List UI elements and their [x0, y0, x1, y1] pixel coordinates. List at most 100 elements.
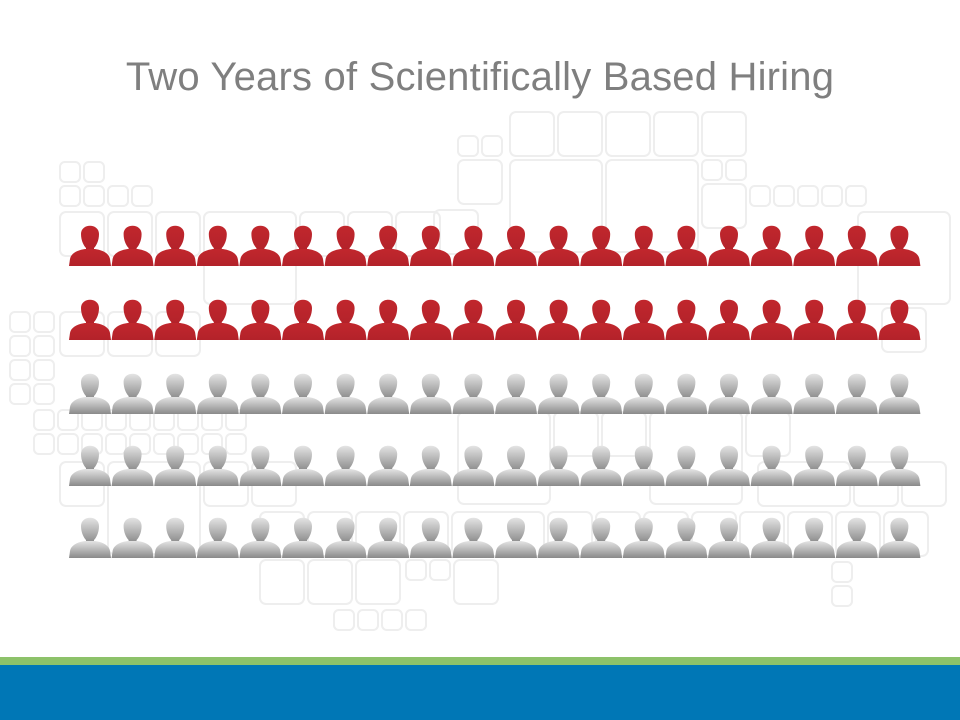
background-tile: [9, 383, 31, 405]
person-icon-gray: [324, 517, 367, 558]
person-icon-gray: [622, 445, 665, 486]
background-tile: [9, 335, 31, 357]
background-tile: [33, 359, 55, 381]
background-tile: [605, 111, 651, 157]
person-icon-gray: [835, 445, 878, 486]
person-icon-gray: [452, 373, 495, 414]
person-icon-red: [537, 299, 580, 340]
person-icon-red: [69, 299, 111, 340]
person-icon-gray: [409, 517, 452, 558]
background-tile: [457, 135, 479, 157]
person-icon-gray: [835, 373, 878, 414]
person-icon-gray: [154, 373, 197, 414]
person-icon-gray: [665, 445, 708, 486]
person-icon-gray: [282, 373, 324, 414]
person-icon-gray: [708, 373, 750, 414]
person-icon-gray: [409, 373, 452, 414]
background-tile: [225, 433, 247, 455]
person-icon-gray: [495, 517, 537, 558]
person-icon-red: [580, 299, 623, 340]
background-tile: [381, 609, 403, 631]
person-icon-red: [835, 299, 878, 340]
person-icon-gray: [580, 373, 623, 414]
person-icon-gray: [580, 445, 623, 486]
person-icon-red: [750, 225, 793, 266]
person-icon-gray: [196, 373, 239, 414]
background-tile: [33, 311, 55, 333]
person-icon-gray: [282, 517, 324, 558]
person-icon-gray: [324, 445, 367, 486]
person-icon-red: [196, 299, 239, 340]
person-icon-gray: [793, 517, 836, 558]
background-tile: [57, 433, 79, 455]
background-tile: [33, 335, 55, 357]
person-icon-gray: [239, 445, 282, 486]
person-icon-gray: [367, 517, 410, 558]
person-icon-gray: [750, 445, 793, 486]
background-tile: [453, 559, 499, 605]
background-tile: [357, 609, 379, 631]
person-icon-red: [665, 225, 708, 266]
footer-green-stripe: [0, 657, 960, 665]
person-icon-gray: [154, 445, 197, 486]
person-icon-gray: [708, 445, 750, 486]
person-icon-gray: [111, 517, 154, 558]
background-tile: [9, 311, 31, 333]
person-icon-red: [622, 225, 665, 266]
background-tile: [749, 185, 771, 207]
person-icon-red: [708, 225, 750, 266]
background-tile: [57, 409, 79, 431]
person-icon-red: [409, 225, 452, 266]
background-tile: [107, 185, 129, 207]
person-icon-gray: [495, 373, 537, 414]
person-icon-red: [154, 299, 197, 340]
person-icon-gray: [622, 517, 665, 558]
background-tile: [59, 185, 81, 207]
person-icon-gray: [111, 445, 154, 486]
person-icon-red: [282, 225, 324, 266]
background-tile: [355, 559, 401, 605]
person-icon-gray: [452, 517, 495, 558]
background-tile: [653, 111, 699, 157]
person-icon-gray: [580, 517, 623, 558]
background-tile: [307, 559, 353, 605]
person-icon-gray: [665, 373, 708, 414]
background-tile: [831, 585, 853, 607]
background-tile: [429, 559, 451, 581]
person-icon-gray: [750, 373, 793, 414]
person-icon-gray: [452, 445, 495, 486]
background-tile: [333, 609, 355, 631]
background-tile: [33, 409, 55, 431]
background-tile: [405, 609, 427, 631]
background-tile: [59, 161, 81, 183]
person-icon-red: [835, 225, 878, 266]
person-icon-gray: [367, 445, 410, 486]
person-icon-red: [750, 299, 793, 340]
person-icon-red: [367, 225, 410, 266]
background-tile: [107, 461, 201, 555]
person-icon-red: [878, 225, 921, 266]
person-icon-gray: [196, 517, 239, 558]
person-icon-gray: [69, 517, 111, 558]
person-icon-gray: [537, 445, 580, 486]
person-icon-red: [537, 225, 580, 266]
background-tile: [153, 433, 175, 455]
person-icon-red: [154, 225, 197, 266]
person-icon-gray: [793, 445, 836, 486]
person-icon-gray: [793, 373, 836, 414]
slide-title: Two Years of Scientifically Based Hiring: [125, 55, 835, 99]
background-tile: [845, 185, 867, 207]
background-tile: [131, 185, 153, 207]
background-tile: [509, 111, 555, 157]
person-icon-red: [239, 299, 282, 340]
person-icon-gray: [878, 373, 921, 414]
person-icon-red: [282, 299, 324, 340]
person-icon-gray: [708, 517, 750, 558]
person-icon-red: [452, 299, 495, 340]
background-tile: [725, 159, 747, 181]
background-tile: [457, 159, 503, 205]
background-tile: [701, 111, 747, 157]
background-tile: [831, 561, 853, 583]
